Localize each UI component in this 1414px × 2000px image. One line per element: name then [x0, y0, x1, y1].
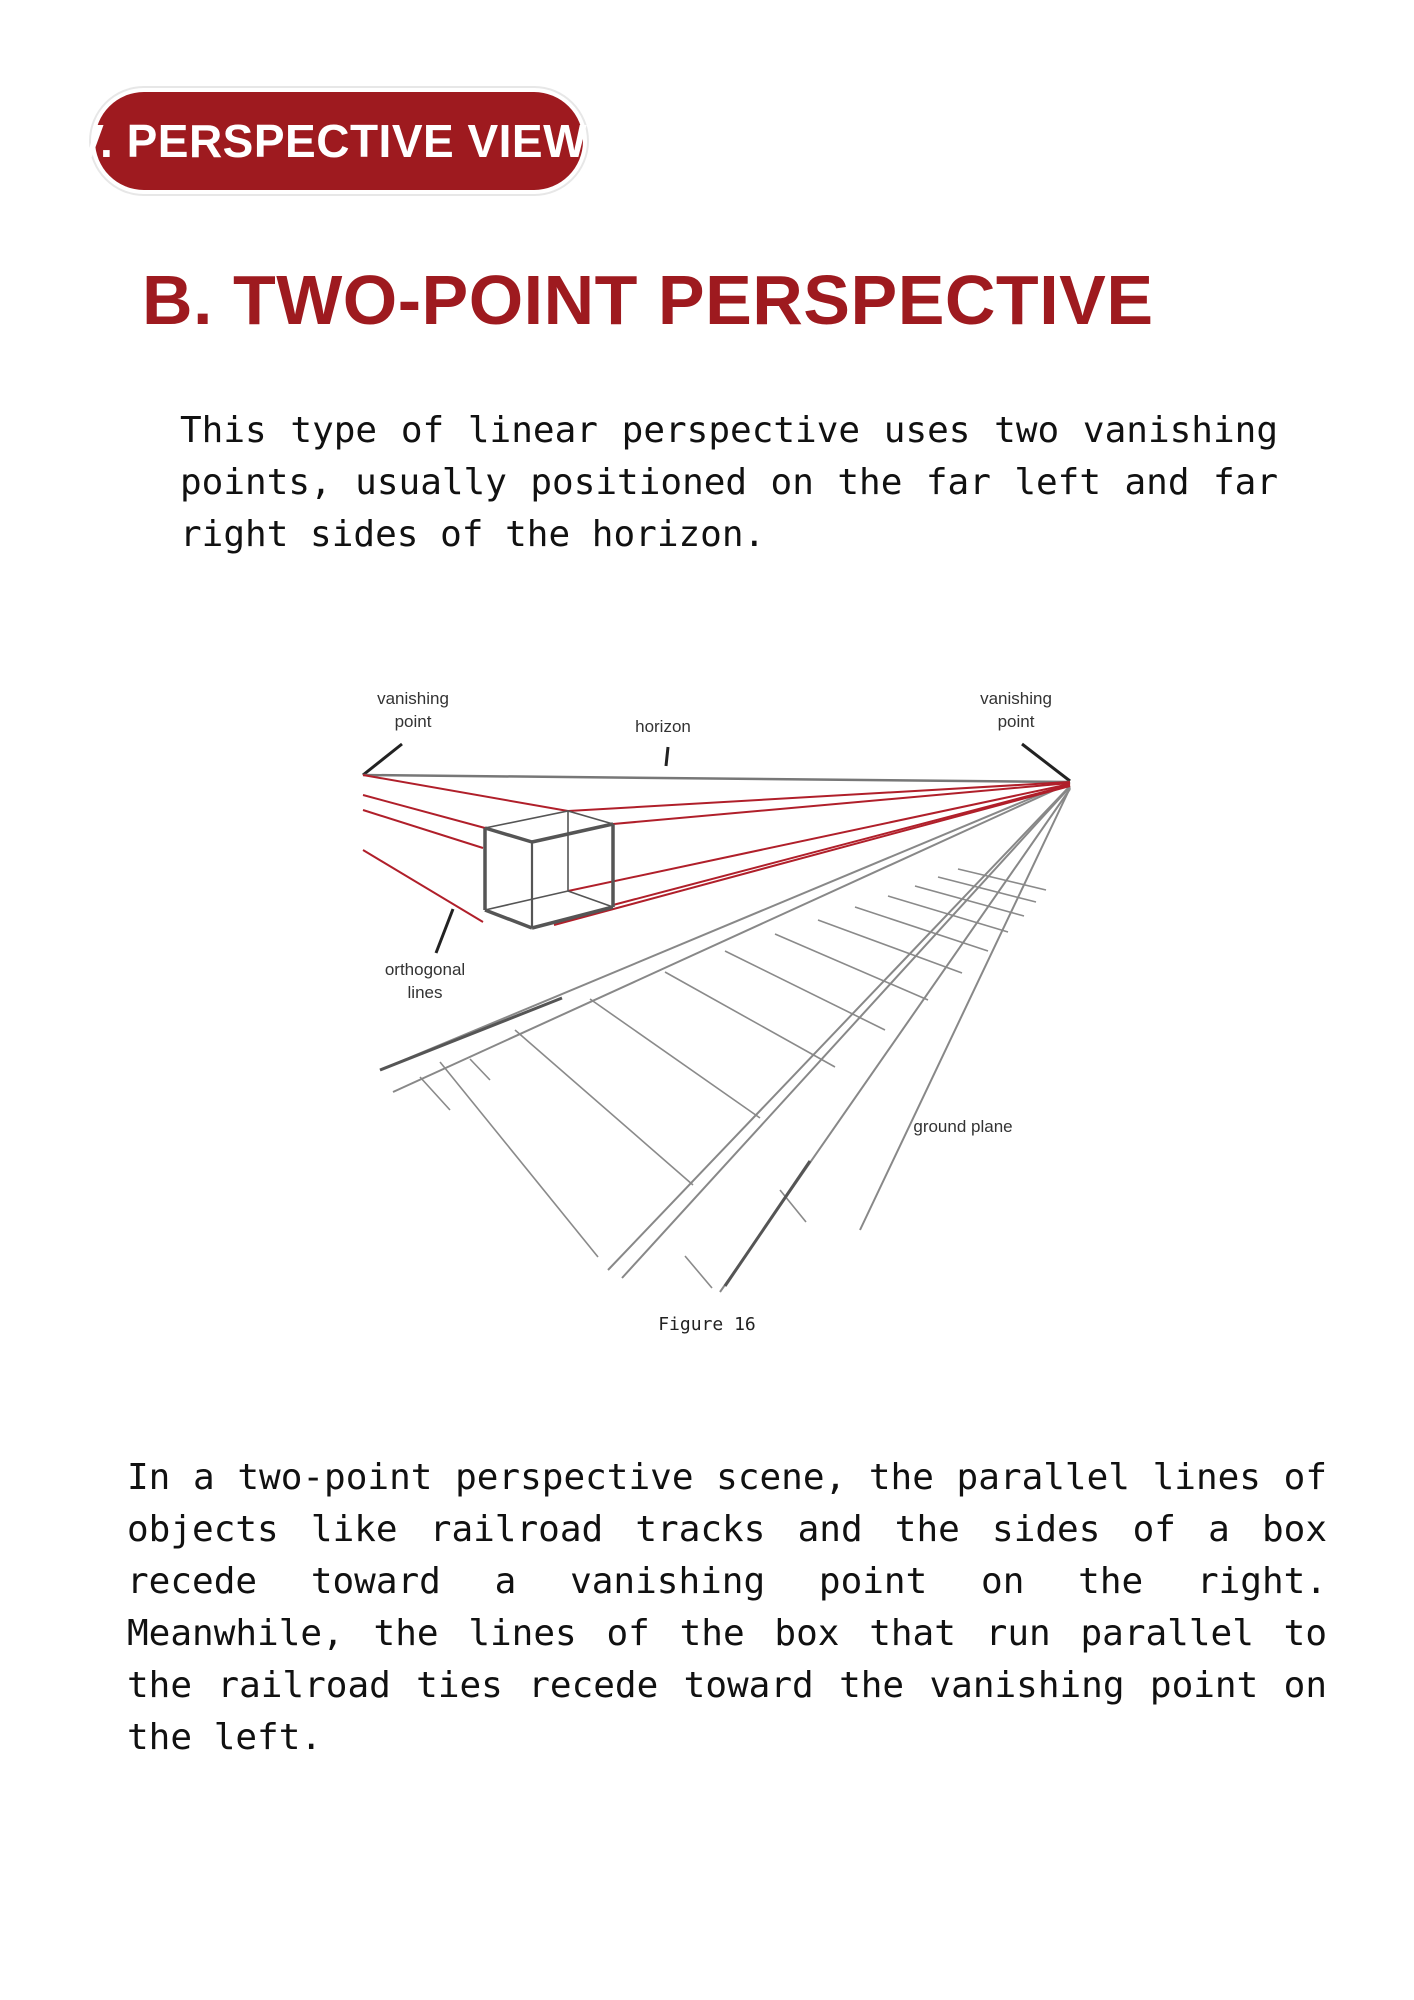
perspective-figure: vanishing point horizon vanishing point …: [340, 670, 1130, 1310]
railroad-rails: [379, 781, 1071, 1293]
vp-right-callout: [1021, 742, 1071, 783]
ground-plane-label: ground plane: [913, 1117, 1012, 1136]
orthogonal-label-line1: orthogonal: [385, 960, 465, 979]
rail-edge-dark-front: [723, 1160, 812, 1287]
horizon-label: horizon: [635, 717, 691, 736]
page-title: B. TWO-POINT PERSPECTIVE: [142, 261, 1154, 339]
intro-paragraph: This type of linear perspective uses two…: [180, 410, 1278, 555]
vp-left-label-line1: vanishing: [377, 689, 449, 708]
horizon-callout: [664, 746, 670, 767]
section-label: IV. PERSPECTIVE VIEWS: [60, 92, 618, 190]
section-label-text: IV. PERSPECTIVE VIEWS: [59, 115, 619, 167]
perspective-diagram: vanishing point horizon vanishing point …: [362, 689, 1071, 1293]
rail-edge-dark: [379, 996, 563, 1072]
orthogonal-callout: [434, 908, 455, 954]
orthogonal-lines: [362, 774, 1071, 926]
vp-left-callout: [362, 742, 403, 777]
horizon-line: [362, 773, 1071, 784]
body-paragraph: In a two-point perspective scene, the pa…: [127, 1457, 1327, 1758]
vp-left-label-line2: point: [395, 712, 432, 731]
orthogonal-label-line2: lines: [408, 983, 443, 1002]
vp-right-label-line2: point: [998, 712, 1035, 731]
perspective-box: [483, 810, 615, 930]
figure-caption: Figure 16: [658, 1314, 756, 1335]
vp-right-label-line1: vanishing: [980, 689, 1052, 708]
railroad-ties: [419, 868, 1047, 1289]
